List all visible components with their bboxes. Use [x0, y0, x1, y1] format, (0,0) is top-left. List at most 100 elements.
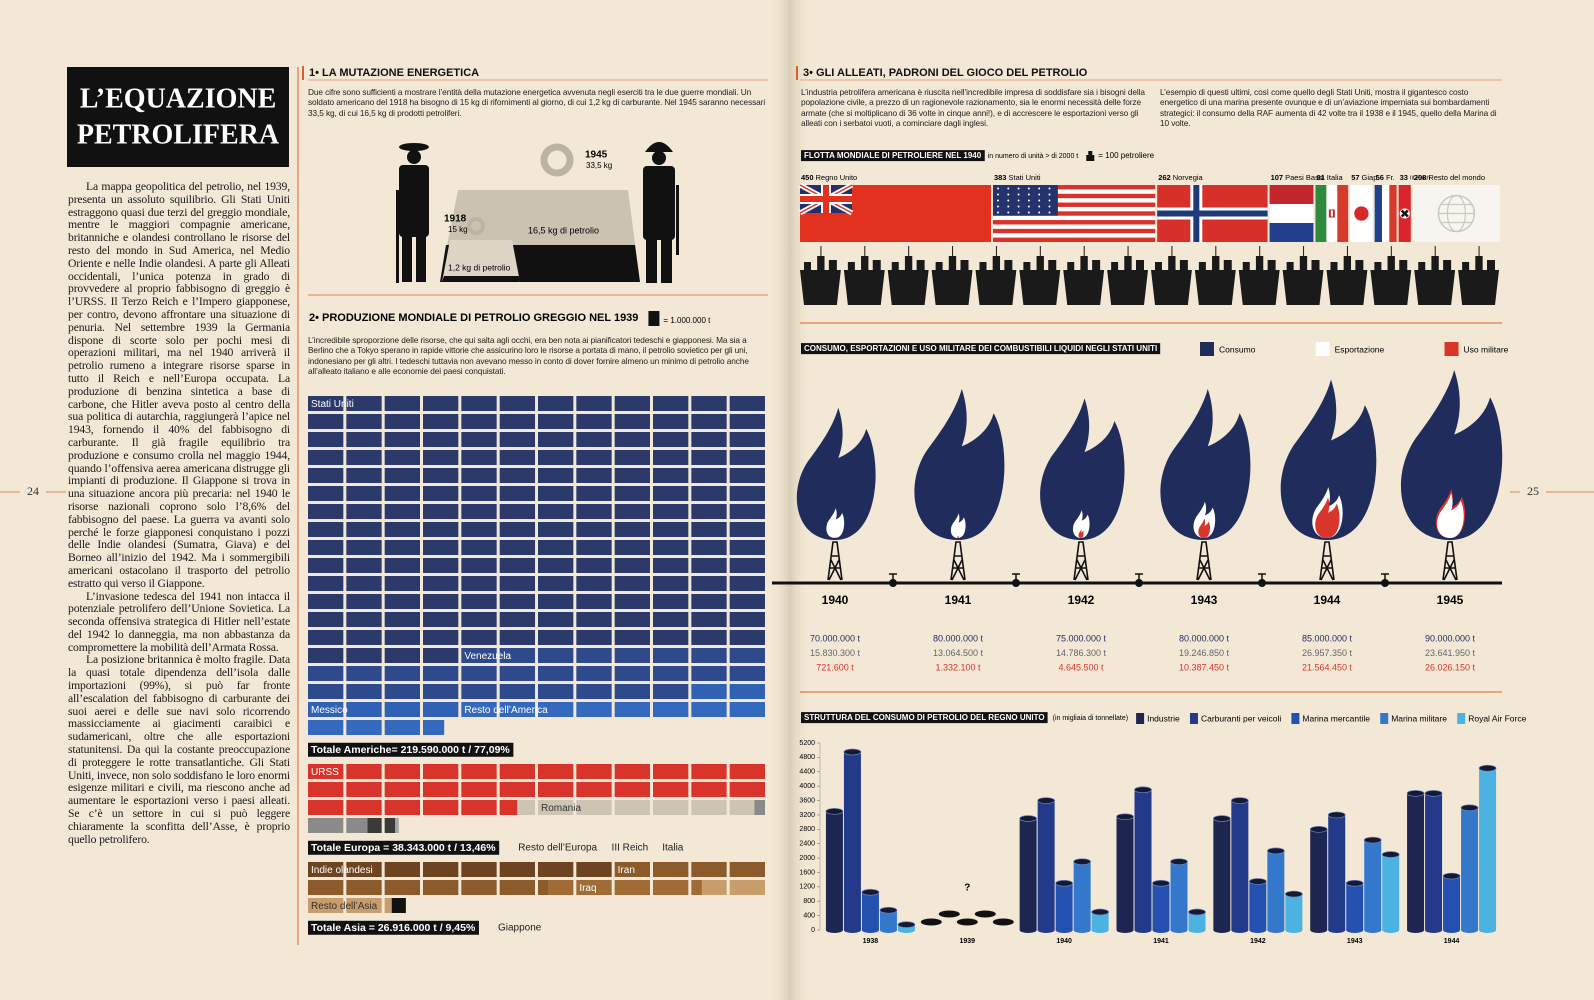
flag-part — [800, 196, 852, 202]
legend-icon — [1086, 151, 1095, 161]
waffle-cell — [423, 450, 459, 465]
waffle-cell — [308, 612, 344, 627]
waffle-cell — [308, 648, 344, 663]
waffle-cell — [729, 594, 765, 609]
flag-part — [1038, 211, 1041, 214]
flag-part — [1048, 193, 1051, 196]
value-label: 33 — [1400, 173, 1408, 182]
waffle-cell — [576, 800, 612, 815]
cylinder — [1073, 861, 1091, 930]
waffle-cell — [576, 684, 612, 699]
waffle-cell — [653, 862, 689, 877]
waffle-cell — [384, 898, 392, 913]
waffle-cell — [653, 666, 689, 681]
flag-part — [992, 193, 1156, 199]
waffle-cell — [538, 684, 574, 699]
cylinder — [1346, 883, 1364, 930]
cylinder — [1407, 793, 1425, 930]
y-tick-label: 800 — [803, 898, 815, 905]
waffle-cell — [346, 720, 382, 735]
waffle-cell — [653, 522, 689, 537]
waffle-cell — [614, 648, 650, 663]
series-label: Resto dell’Asia — [311, 901, 378, 912]
waffle-cell — [308, 782, 344, 797]
waffle-cell — [653, 558, 689, 573]
cylinder-top — [897, 921, 916, 928]
flag-part — [1017, 199, 1020, 202]
fig-label: 1,2 kg di petrolio — [448, 262, 511, 272]
weight-icon — [540, 143, 574, 177]
waffle-cell — [423, 684, 459, 699]
cylinder — [1134, 789, 1152, 930]
waffle-cell — [729, 862, 765, 877]
waffle-cell — [308, 414, 344, 429]
waffle-cell — [691, 432, 727, 447]
flame — [950, 513, 966, 538]
waffle-cell — [461, 862, 497, 877]
valve — [1012, 573, 1020, 583]
waffle-cell — [691, 800, 727, 815]
value-label: 80.000.000 t — [933, 633, 984, 643]
section-text: L’esempio di questi ultimi, così come qu… — [1160, 87, 1497, 129]
y-tick-label: 1200 — [799, 884, 815, 891]
value-label: 81 — [1316, 173, 1324, 182]
waffle-cell — [576, 414, 612, 429]
waffle-cell — [653, 702, 689, 717]
waffle-cell — [384, 862, 420, 877]
cylinder-top — [1424, 789, 1443, 797]
waffle-cell — [308, 666, 344, 681]
derrick — [827, 541, 843, 581]
flag-part — [992, 202, 1156, 207]
cylinder-top — [843, 748, 862, 756]
heading-accent — [302, 66, 304, 80]
waffle-cell — [391, 898, 406, 913]
category-label: Norvegia — [1173, 173, 1204, 182]
empty-cylinder — [974, 910, 996, 918]
legend-swatch — [1200, 342, 1214, 356]
waffle-cell — [576, 862, 612, 877]
waffle-cell — [691, 684, 727, 699]
waffle-cell — [308, 522, 344, 537]
waffle-cell — [691, 702, 727, 717]
legend-swatch — [1136, 713, 1145, 724]
waffle-cell — [384, 684, 420, 699]
category-label: Regno Unito — [816, 173, 858, 182]
cylinder — [1285, 894, 1303, 930]
legend-swatch — [1444, 342, 1459, 356]
waffle-cell — [499, 414, 535, 429]
waffle-cell — [729, 630, 765, 645]
soldier-1918 — [396, 143, 429, 283]
waffle-cell — [653, 540, 689, 555]
waffle-cell — [538, 880, 549, 895]
waffle-cell — [308, 630, 344, 645]
valve — [1381, 573, 1389, 583]
category-label: Stati Uniti — [1008, 173, 1040, 182]
waffle-cell — [384, 720, 420, 735]
waffle-cell — [461, 576, 497, 591]
waffle-cell — [308, 468, 344, 483]
flag-part — [996, 199, 999, 202]
flame — [1315, 497, 1340, 538]
flag-part — [1007, 205, 1010, 208]
chart-title-bg — [801, 150, 985, 162]
flame — [826, 508, 845, 538]
cylinder-top — [1460, 804, 1479, 812]
waffle-cell — [538, 702, 574, 717]
legend-label: Carburanti per veicoli — [1201, 713, 1281, 723]
waffle-cell — [576, 666, 612, 681]
waffle-cell — [499, 862, 535, 877]
ship-icon — [843, 246, 885, 305]
waffle-cell — [653, 800, 689, 815]
waffle-cell — [729, 558, 765, 573]
waffle-cell — [308, 594, 344, 609]
ship-icon — [1238, 246, 1280, 305]
waffle-cell — [346, 594, 382, 609]
waffle-cell — [461, 782, 497, 797]
waffle-cell — [614, 800, 650, 815]
flag-part — [1400, 209, 1409, 218]
flag-part — [1048, 211, 1051, 214]
waffle-cell — [423, 782, 459, 797]
legend-label: = 100 petroliere — [1098, 151, 1154, 160]
series-label: Italia — [662, 843, 684, 854]
cylinder — [879, 910, 897, 930]
